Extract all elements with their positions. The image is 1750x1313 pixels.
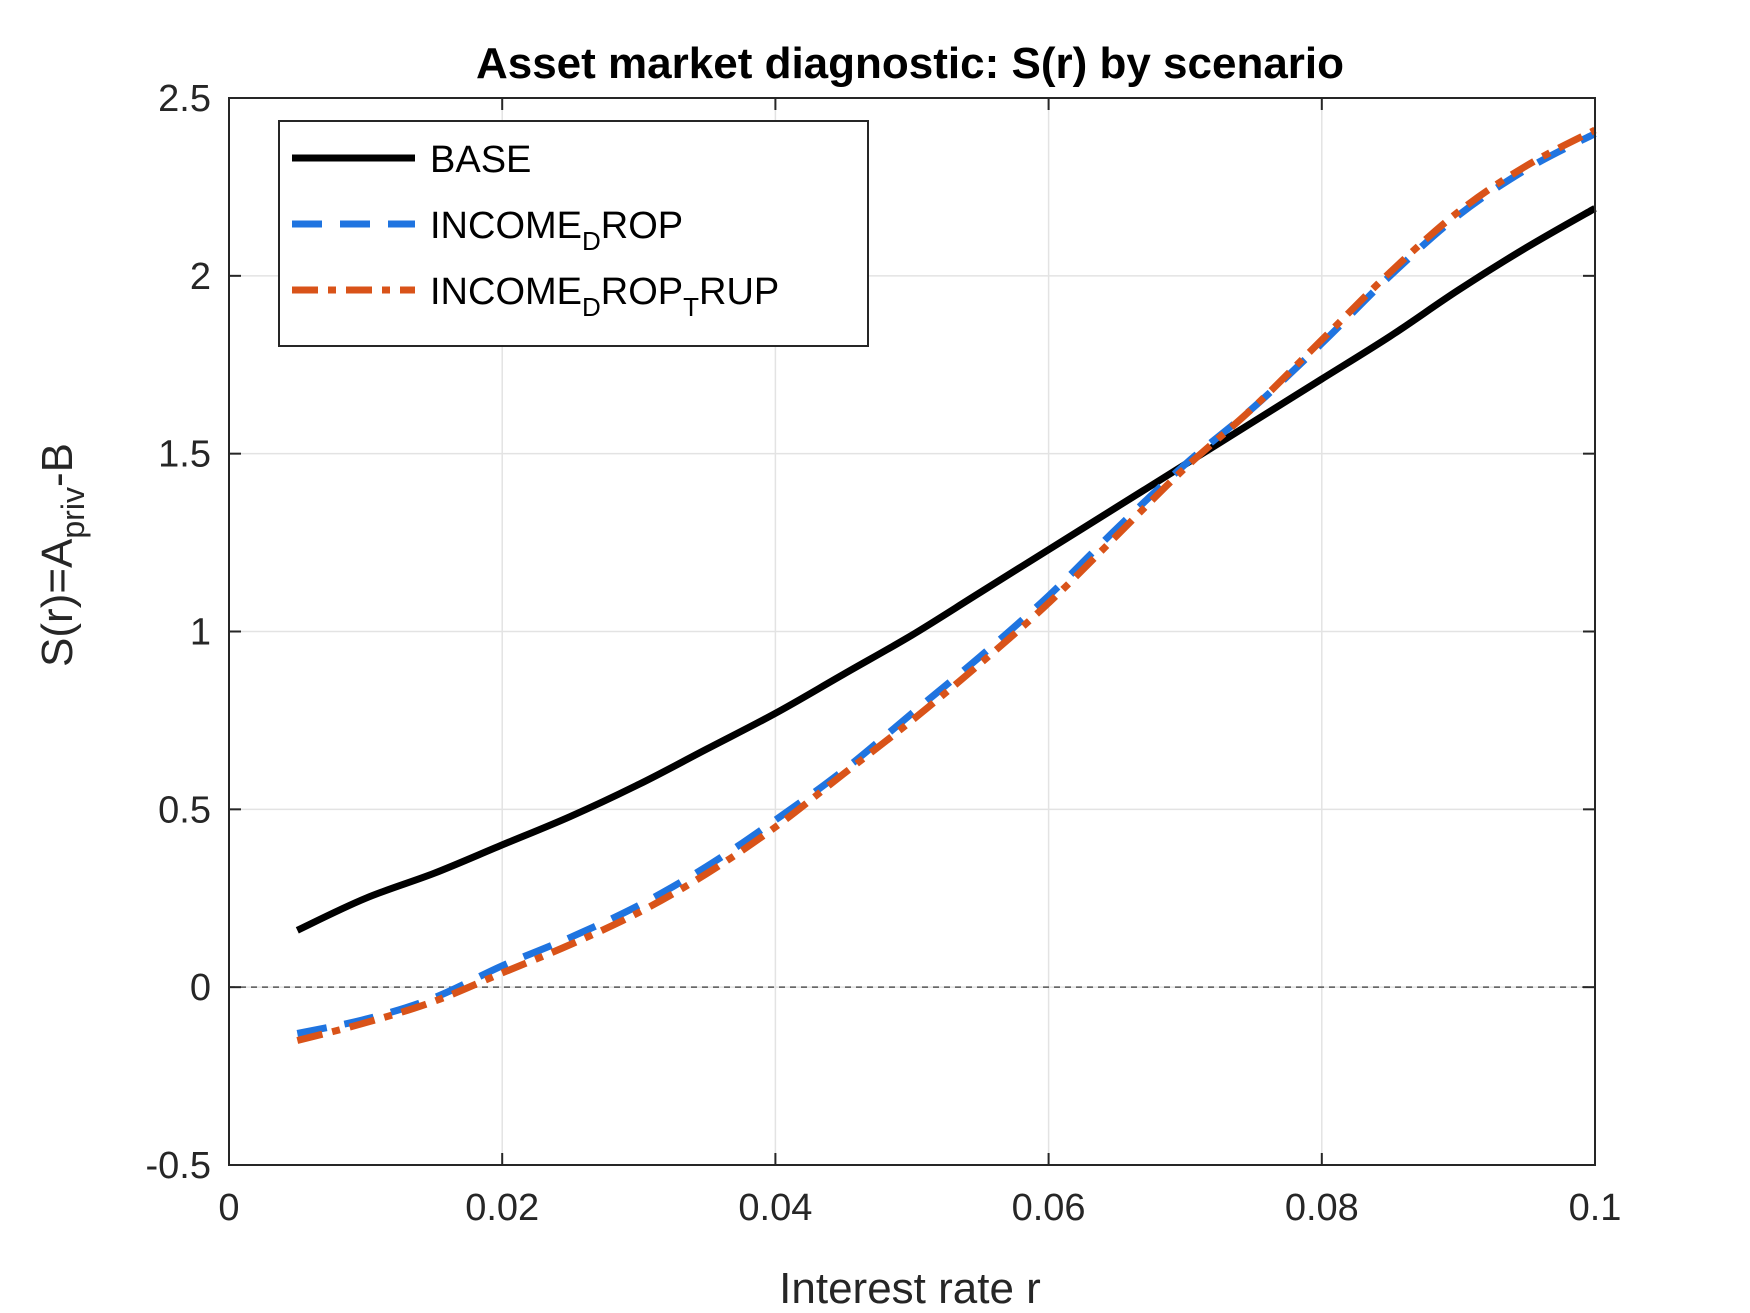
series-lines — [295, 126, 1597, 1044]
y-tick-label: 0 — [190, 967, 211, 1009]
y-tick-label: 2 — [190, 256, 211, 298]
x-tick-label: 0.1 — [1569, 1187, 1622, 1229]
y-tick-labels: -0.5 0 0.5 1 1.5 2 2.5 — [146, 78, 211, 1187]
legend-subscript: D — [582, 226, 601, 256]
legend-text: ROP — [601, 271, 683, 313]
y-axis-label-suffix: -B — [33, 443, 82, 487]
legend-entry-label: INCOMEDROP — [430, 205, 683, 256]
y-axis-label-subscript: priv — [55, 487, 91, 539]
y-tick-label: 0.5 — [158, 789, 211, 831]
legend-text: ROP — [601, 205, 683, 247]
series-line-income-drop — [296, 130, 1597, 1037]
y-axis-label: S(r)=Apriv-B — [33, 443, 91, 667]
x-tick-labels: 0 0.02 0.04 0.06 0.08 0.1 — [218, 1187, 1621, 1229]
legend-text: INCOME — [430, 205, 582, 247]
x-axis-label: Interest rate r — [779, 1264, 1041, 1313]
series-line-base — [295, 205, 1597, 934]
legend-text: BASE — [430, 139, 531, 181]
y-tick-label: -0.5 — [146, 1145, 211, 1187]
y-axis-label-main: S(r)=A — [33, 538, 82, 667]
x-tick-label: 0.06 — [1012, 1187, 1086, 1229]
y-tick-label: 2.5 — [158, 78, 211, 120]
chart-title: Asset market diagnostic: S(r) by scenari… — [476, 39, 1344, 88]
y-tick-label: 1 — [190, 612, 211, 654]
x-tick-label: 0.02 — [465, 1187, 539, 1229]
x-tick-label: 0 — [218, 1187, 239, 1229]
plot-frame — [228, 97, 1596, 1166]
legend-subscript: T — [683, 292, 699, 322]
legend-subscript: D — [582, 292, 601, 322]
legend-text: INCOME — [430, 271, 582, 313]
x-tick-label: 0.04 — [738, 1187, 812, 1229]
series-line-income-drop-trup — [296, 126, 1597, 1044]
legend-text: RUP — [699, 271, 779, 313]
legend-entry-label: BASE — [430, 139, 531, 181]
x-tick-label: 0.08 — [1285, 1187, 1359, 1229]
axes — [228, 97, 1596, 1166]
y-tick-label: 1.5 — [158, 434, 211, 476]
legend-entry-label: INCOMEDROPTRUP — [430, 271, 779, 322]
